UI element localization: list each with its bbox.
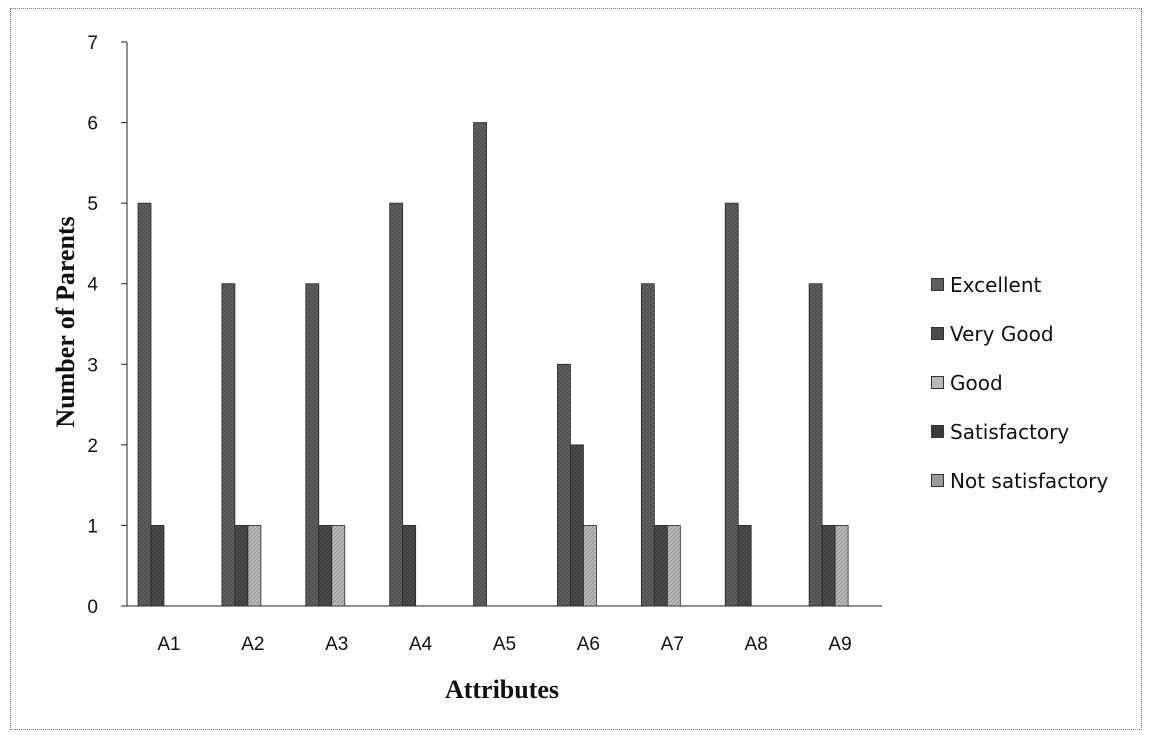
legend-label: Good	[950, 370, 1003, 395]
y-tick-label: 3	[87, 355, 98, 376]
bar-texture	[583, 525, 597, 606]
bar-texture	[822, 525, 836, 606]
x-axis-title: Attributes	[445, 675, 559, 704]
legend-swatch	[931, 327, 944, 340]
x-tick-label: A8	[745, 634, 768, 655]
bar-texture	[654, 525, 668, 606]
y-tick-label: 1	[87, 516, 98, 537]
bar-texture	[667, 525, 681, 606]
x-tick-label: A1	[157, 634, 180, 655]
bar-texture	[221, 283, 235, 606]
x-tick-label: A5	[493, 634, 516, 655]
bar-texture	[234, 525, 248, 606]
y-tick-label: 0	[87, 597, 98, 618]
chart-frame	[10, 8, 1142, 730]
legend-label: Very Good	[950, 321, 1054, 346]
bar-texture	[641, 283, 655, 606]
bar-texture	[389, 203, 403, 606]
bar-texture	[809, 283, 823, 606]
legend-swatch	[931, 278, 944, 291]
legend-item-good: Good	[931, 366, 1141, 399]
bar-texture	[402, 525, 416, 606]
legend: Excellent Very Good Good Satisfactory Not sa…	[931, 268, 1141, 513]
y-tick-label: 5	[87, 194, 98, 215]
legend-item-very-good: Very Good	[931, 317, 1141, 350]
bar-texture	[331, 525, 345, 606]
bar-texture	[835, 525, 849, 606]
x-tick-label: A7	[661, 634, 684, 655]
legend-label: Satisfactory	[950, 419, 1070, 444]
legend-label: Excellent	[950, 272, 1042, 297]
legend-swatch	[931, 474, 944, 487]
bar-texture	[138, 203, 151, 606]
bar-texture	[570, 444, 584, 606]
legend-label: Not satisfactory	[950, 468, 1109, 493]
legend-swatch	[931, 425, 944, 438]
bar-texture	[318, 525, 332, 606]
x-tick-label: A9	[828, 634, 851, 655]
x-tick-label: A2	[241, 634, 264, 655]
legend-item-not-satisfactory: Not satisfactory	[931, 464, 1141, 497]
bar-texture	[725, 203, 739, 606]
bar-texture	[557, 364, 571, 606]
legend-item-excellent: Excellent	[931, 268, 1141, 301]
x-tick-label: A3	[325, 634, 348, 655]
x-tick-label: A4	[409, 634, 433, 655]
y-tick-label: 7	[87, 33, 98, 54]
y-tick-label: 6	[87, 114, 98, 135]
y-axis-title: Number of Parents	[51, 216, 80, 427]
legend-item-satisfactory: Satisfactory	[931, 415, 1141, 448]
bar-texture	[473, 122, 487, 607]
bar-texture	[738, 525, 752, 606]
bar-texture	[151, 525, 164, 606]
y-tick-label: 2	[87, 436, 98, 457]
bar-texture	[305, 283, 319, 606]
bar-texture	[247, 525, 261, 606]
x-tick-label: A6	[577, 634, 600, 655]
y-tick-label: 4	[87, 275, 98, 296]
legend-swatch	[931, 376, 944, 389]
